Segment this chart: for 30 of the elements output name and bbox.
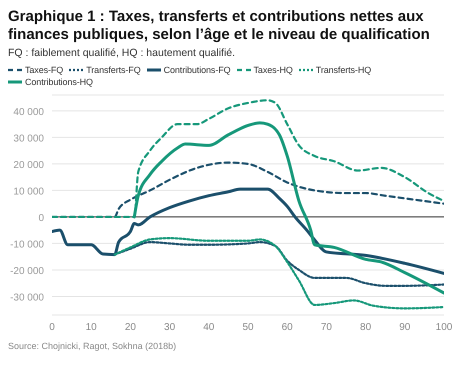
x-tick-label: 60: [282, 322, 294, 334]
chart-subtitle: FQ : faiblement qualifié, HQ : hautement qualifié.: [8, 47, 236, 59]
y-tick-label: 20 000: [13, 160, 44, 171]
x-tick-label: 50: [242, 322, 254, 334]
legend-label: Transferts-HQ: [316, 65, 372, 75]
line-series: [114, 237, 444, 310]
x-tick-label: 80: [360, 322, 372, 334]
source-note: Source: Chojnicki, Ragot, Sokhna (2018b): [8, 341, 178, 351]
line-series: [52, 188, 444, 275]
y-tick-label: 10 000: [13, 186, 44, 198]
x-tick-label: 90: [399, 322, 411, 334]
x-tick-label: 10: [86, 322, 98, 334]
legend-label: Transferts-FQ: [86, 65, 141, 75]
y-tick-label: 40 000: [13, 106, 44, 118]
y-tick-label: 0: [38, 212, 44, 224]
x-tick-label: 30: [164, 322, 176, 334]
legend-label: Contributions-HQ: [25, 77, 93, 87]
x-tick-label: 70: [320, 322, 332, 334]
y-tick-label: -20 000: [10, 266, 44, 277]
y-tick-label: 30 000: [13, 133, 44, 144]
x-tick-label: 20: [124, 322, 136, 334]
legend-label: Taxes-HQ: [254, 65, 293, 75]
x-tick-label: 100: [436, 322, 453, 334]
x-tick-label: 0: [49, 322, 56, 334]
legend-label: Taxes-FQ: [25, 65, 64, 75]
y-tick-label: -30 000: [10, 292, 44, 304]
y-tick-label: -10 000: [10, 239, 44, 250]
legend-label: Contributions-FQ: [164, 65, 231, 75]
chart-title: Graphique 1 : Taxes, transferts et contributions nettes aux finances publiques, selon l’âge et le niveau de qualification: [8, 8, 431, 44]
x-tick-label: 40: [203, 322, 215, 334]
